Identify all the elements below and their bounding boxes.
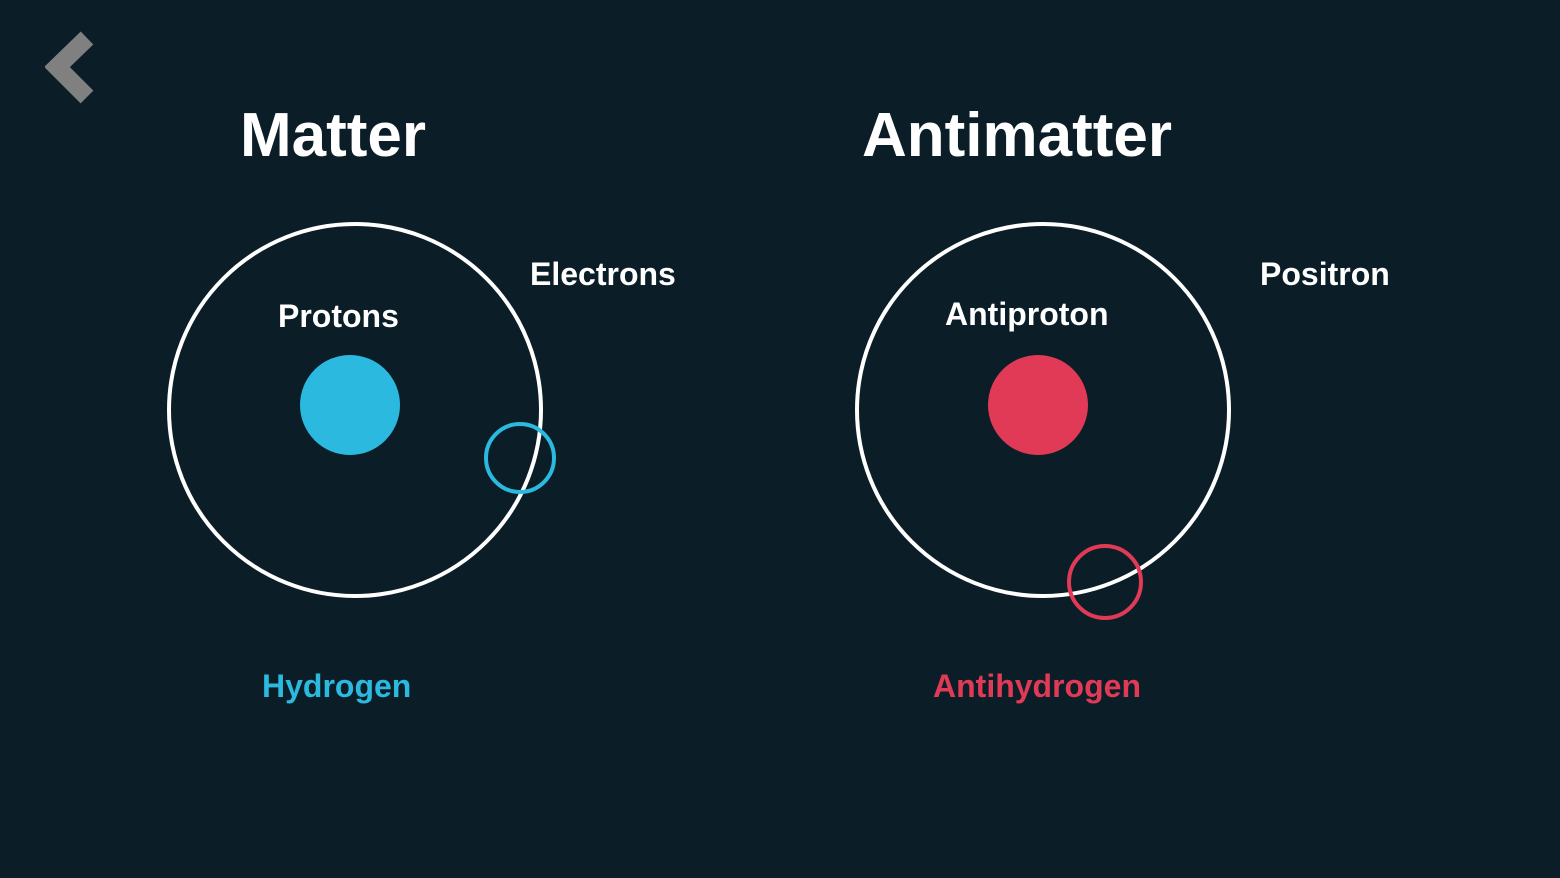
matter-caption: Hydrogen <box>262 668 411 705</box>
matter-orbit-label: Electrons <box>530 256 676 293</box>
antimatter-electron <box>1067 544 1143 620</box>
antimatter-title: Antimatter <box>862 100 1172 171</box>
chevron-left-icon <box>45 30 100 105</box>
antimatter-caption: Antihydrogen <box>933 668 1141 705</box>
antimatter-nucleus-label: Antiproton <box>945 296 1109 333</box>
matter-nucleus <box>300 355 400 455</box>
back-button[interactable] <box>45 30 100 110</box>
antimatter-orbit-label: Positron <box>1260 256 1390 293</box>
matter-title: Matter <box>240 100 426 171</box>
matter-nucleus-label: Protons <box>278 298 399 335</box>
matter-electron <box>484 422 556 494</box>
antimatter-nucleus <box>988 355 1088 455</box>
